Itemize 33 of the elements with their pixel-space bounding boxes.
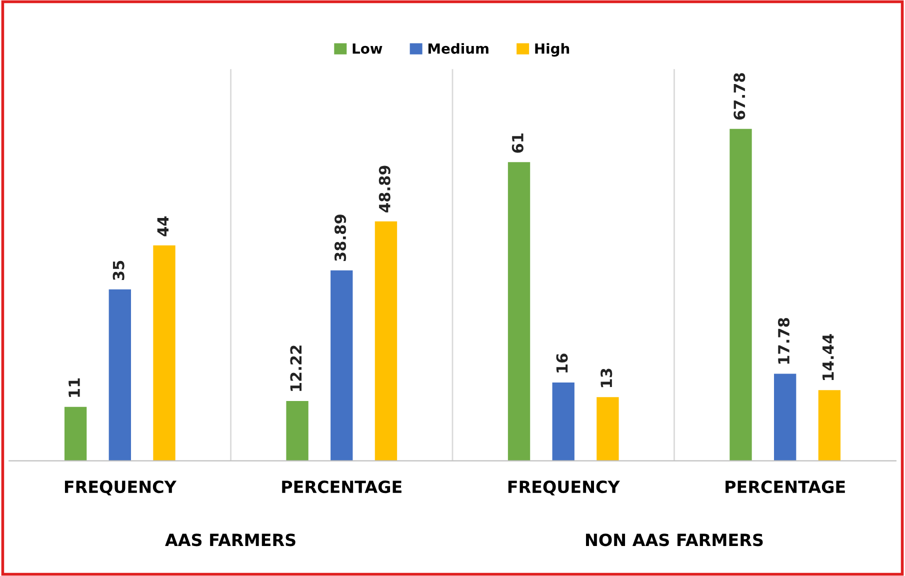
data-label: 61 (512, 134, 524, 153)
x-tick-label: PERCENTAGE (726, 480, 845, 494)
bar (730, 128, 752, 461)
bar (552, 382, 574, 461)
text: NON AAS FARMERS (586, 534, 763, 546)
bar (330, 270, 353, 461)
x-tick-label: PERCENTAGE (282, 480, 402, 494)
data-label: 11 (68, 378, 80, 397)
data-label: 17.78 (778, 318, 790, 364)
data-label: 48.89 (378, 166, 390, 212)
x-tick-label: FREQUENCY (64, 480, 177, 496)
bar (108, 289, 131, 461)
bar (774, 374, 796, 461)
data-label: 13 (600, 368, 612, 388)
bar (286, 400, 308, 461)
data-label: 14.44 (822, 334, 834, 380)
bar (374, 221, 398, 461)
text: AAS FARMERS (165, 534, 296, 546)
data-label: 12.22 (290, 346, 302, 391)
data-label: 38.89 (334, 214, 346, 261)
bar (596, 397, 619, 461)
legend-label: High (535, 43, 570, 57)
data-label: 67.78 (734, 73, 746, 120)
bar (153, 245, 176, 461)
bar (64, 406, 87, 461)
bar (508, 162, 530, 461)
x-tick-label: FREQUENCY (508, 480, 620, 496)
bar (818, 390, 841, 461)
data-label: 44 (157, 216, 168, 236)
data-label: 16 (556, 354, 568, 372)
legend-label: Medium (428, 43, 488, 54)
legend-label: Low (352, 43, 382, 54)
data-label: 35 (112, 260, 124, 280)
